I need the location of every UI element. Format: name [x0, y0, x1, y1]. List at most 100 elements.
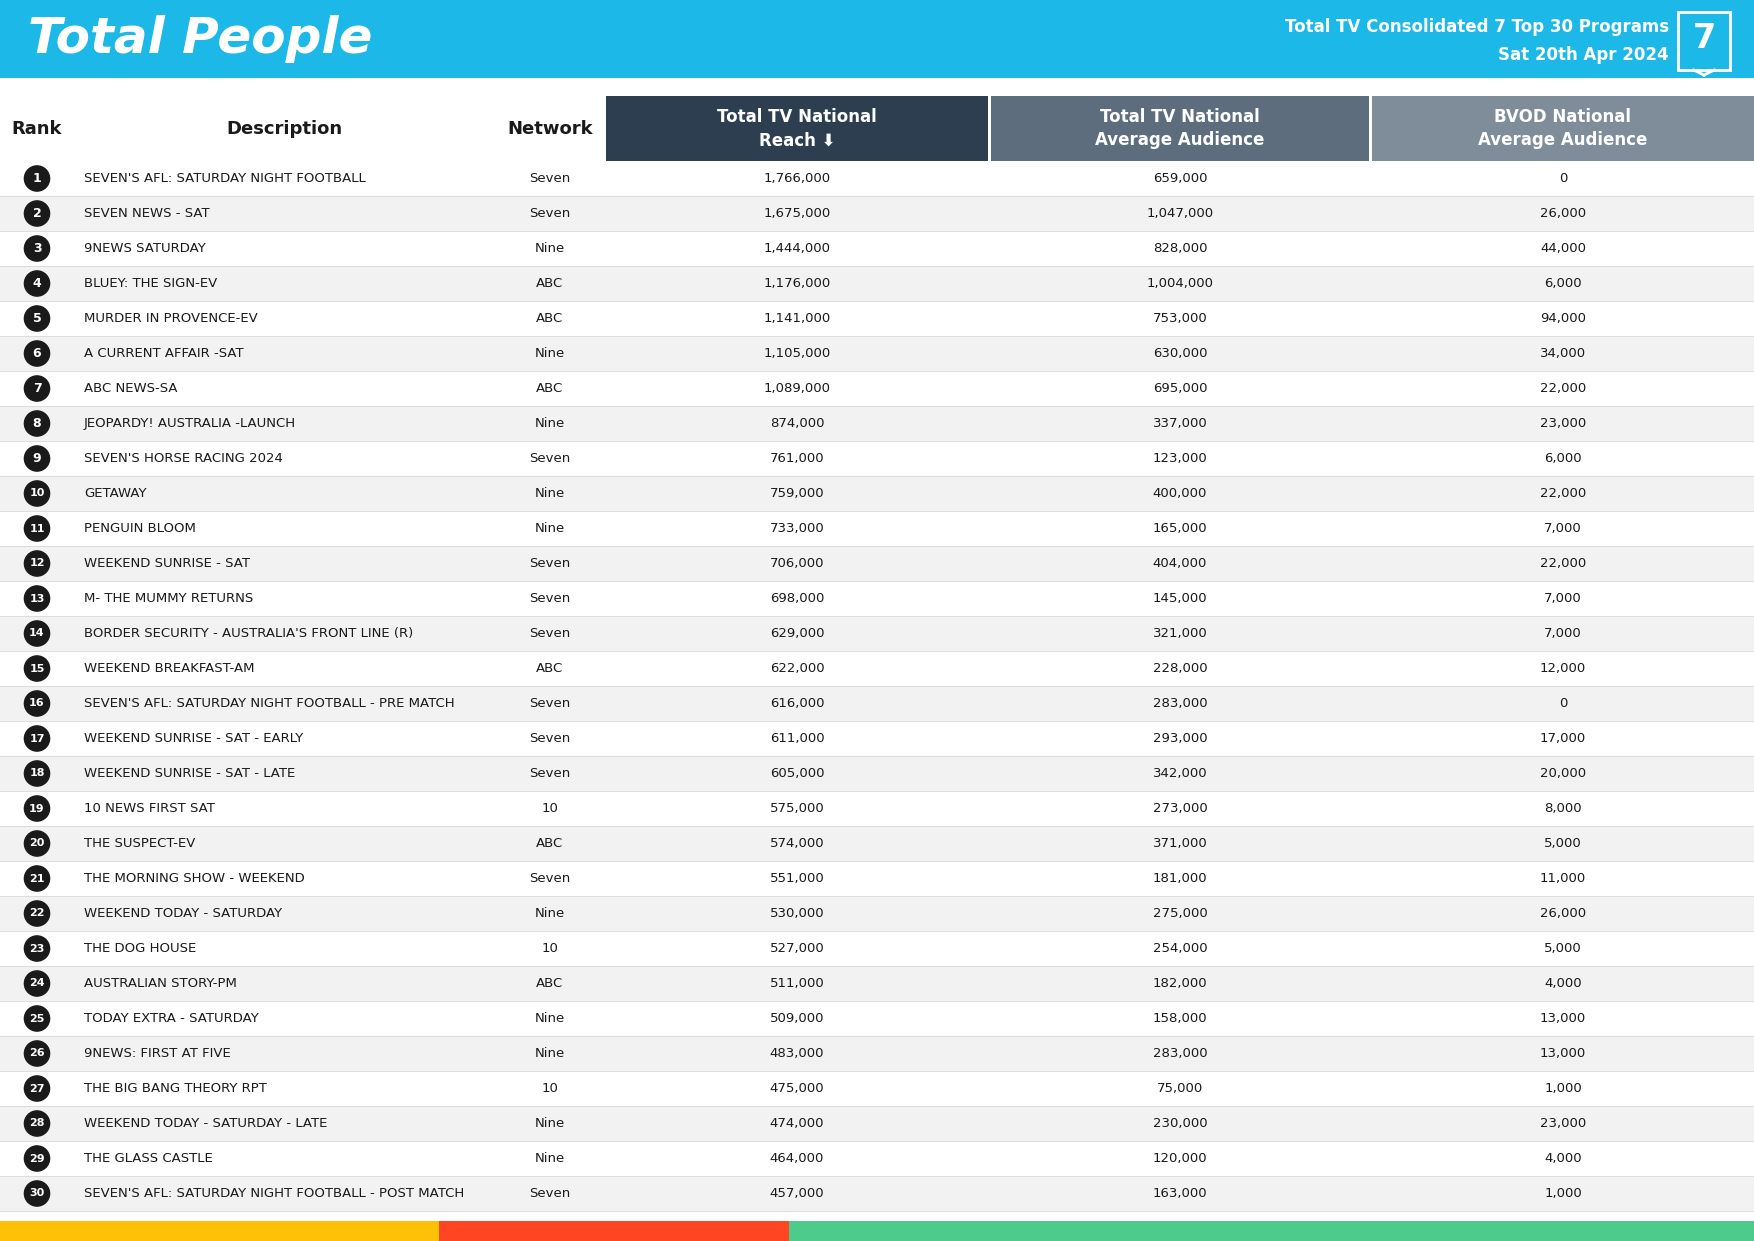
Text: 26,000: 26,000 [1540, 907, 1586, 920]
Text: 4,000: 4,000 [1544, 1152, 1582, 1165]
Text: Seven: Seven [530, 872, 570, 885]
Text: MURDER IN PROVENCE-EV: MURDER IN PROVENCE-EV [84, 311, 258, 325]
Text: 158,000: 158,000 [1152, 1011, 1207, 1025]
Circle shape [25, 376, 49, 401]
Text: 44,000: 44,000 [1540, 242, 1586, 254]
Text: 629,000: 629,000 [770, 627, 824, 640]
Text: 10: 10 [542, 942, 558, 956]
Text: 14: 14 [30, 628, 46, 639]
Text: 254,000: 254,000 [1152, 942, 1207, 956]
Text: 8,000: 8,000 [1544, 802, 1582, 815]
Text: 10 NEWS FIRST SAT: 10 NEWS FIRST SAT [84, 802, 216, 815]
Text: 293,000: 293,000 [1152, 732, 1207, 745]
Text: 9NEWS: FIRST AT FIVE: 9NEWS: FIRST AT FIVE [84, 1047, 232, 1060]
Text: 1,000: 1,000 [1544, 1082, 1582, 1095]
Bar [0, 756, 1754, 791]
Text: 27: 27 [30, 1083, 46, 1093]
Circle shape [25, 795, 49, 822]
Text: Seven: Seven [530, 452, 570, 465]
Text: Total TV National
Average Audience: Total TV National Average Audience [1094, 108, 1265, 149]
Circle shape [25, 551, 49, 576]
Text: 1: 1 [33, 172, 42, 185]
Circle shape [25, 1076, 49, 1101]
Bar [0, 1071, 1754, 1106]
Text: ABC: ABC [537, 836, 563, 850]
Text: 34,000: 34,000 [1540, 347, 1586, 360]
Text: 182,000: 182,000 [1152, 977, 1207, 990]
Circle shape [25, 271, 49, 297]
Circle shape [25, 1145, 49, 1172]
Text: 26,000: 26,000 [1540, 207, 1586, 220]
Circle shape [25, 446, 49, 472]
Text: 0: 0 [1559, 697, 1566, 710]
Text: 22,000: 22,000 [1540, 382, 1586, 395]
Text: SEVEN'S AFL: SATURDAY NIGHT FOOTBALL: SEVEN'S AFL: SATURDAY NIGHT FOOTBALL [84, 172, 367, 185]
Bar [991, 96, 1370, 161]
Circle shape [25, 516, 49, 541]
Text: 483,000: 483,000 [770, 1047, 824, 1060]
Circle shape [25, 831, 49, 856]
Text: 575,000: 575,000 [770, 802, 824, 815]
Text: Nine: Nine [535, 907, 565, 920]
Text: Seven: Seven [530, 557, 570, 570]
Text: 22,000: 22,000 [1540, 557, 1586, 570]
Text: 464,000: 464,000 [770, 1152, 824, 1165]
Text: 23,000: 23,000 [1540, 417, 1586, 429]
Text: 29: 29 [30, 1153, 46, 1164]
Text: 1,444,000: 1,444,000 [763, 242, 830, 254]
Text: 4,000: 4,000 [1544, 977, 1582, 990]
Text: TODAY EXTRA - SATURDAY: TODAY EXTRA - SATURDAY [84, 1011, 260, 1025]
Text: Nine: Nine [535, 1011, 565, 1025]
Text: Nine: Nine [535, 242, 565, 254]
Bar [0, 406, 1754, 441]
Text: 457,000: 457,000 [770, 1186, 824, 1200]
Circle shape [25, 1111, 49, 1136]
Circle shape [25, 726, 49, 751]
Text: 509,000: 509,000 [770, 1011, 824, 1025]
Text: 17: 17 [30, 733, 46, 743]
Circle shape [25, 936, 49, 961]
Text: Network: Network [507, 119, 593, 138]
Bar [0, 1001, 1754, 1036]
Bar [0, 965, 1754, 1001]
Bar [0, 581, 1754, 616]
Bar [0, 266, 1754, 302]
Bar [0, 196, 1754, 231]
Text: Total People: Total People [28, 15, 372, 63]
Text: Seven: Seven [530, 592, 570, 606]
Text: 12: 12 [30, 558, 46, 568]
Text: 16: 16 [30, 699, 46, 709]
Bar [0, 896, 1754, 931]
Circle shape [25, 1181, 49, 1206]
Bar [0, 931, 1754, 965]
Text: 0: 0 [1559, 172, 1566, 185]
Text: 2: 2 [33, 207, 42, 220]
Text: Seven: Seven [530, 697, 570, 710]
Text: Sat 20th Apr 2024: Sat 20th Apr 2024 [1498, 46, 1670, 63]
Text: THE BIG BANG THEORY RPT: THE BIG BANG THEORY RPT [84, 1082, 267, 1095]
Text: 759,000: 759,000 [770, 486, 824, 500]
Text: 18: 18 [30, 768, 46, 778]
Text: 275,000: 275,000 [1152, 907, 1207, 920]
Text: 1,766,000: 1,766,000 [763, 172, 831, 185]
Bar [0, 231, 1754, 266]
Text: 1,176,000: 1,176,000 [763, 277, 831, 290]
Text: Total TV Consolidated 7 Top 30 Programs: Total TV Consolidated 7 Top 30 Programs [1286, 19, 1670, 36]
Text: 75,000: 75,000 [1158, 1082, 1203, 1095]
Text: 8: 8 [33, 417, 42, 429]
Circle shape [25, 620, 49, 647]
Bar [0, 371, 1754, 406]
Circle shape [25, 901, 49, 926]
Text: WEEKEND SUNRISE - SAT: WEEKEND SUNRISE - SAT [84, 557, 251, 570]
Text: ABC NEWS-SA: ABC NEWS-SA [84, 382, 177, 395]
Text: 7,000: 7,000 [1544, 627, 1582, 640]
Bar [789, 1221, 1754, 1241]
Bar [0, 441, 1754, 477]
Text: Seven: Seven [530, 172, 570, 185]
Text: Seven: Seven [530, 732, 570, 745]
Text: 753,000: 753,000 [1152, 311, 1207, 325]
Text: 163,000: 163,000 [1152, 1186, 1207, 1200]
Text: 474,000: 474,000 [770, 1117, 824, 1131]
Text: 181,000: 181,000 [1152, 872, 1207, 885]
Text: ABC: ABC [537, 311, 563, 325]
